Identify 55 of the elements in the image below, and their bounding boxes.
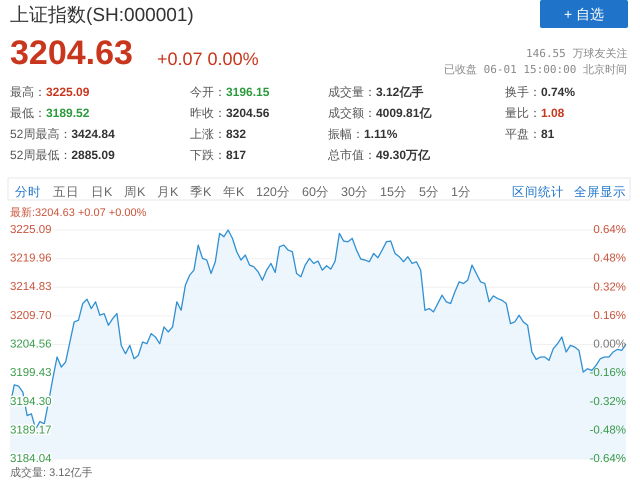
text: 总市值：49.30万亿: [328, 148, 430, 162]
text: 3204.63: [10, 34, 133, 73]
text: 52周最低：2885.09: [10, 148, 115, 162]
y-tick-label: 3204.56: [10, 338, 52, 351]
y-tick-label: 3184.04: [10, 453, 52, 465]
text: 区间统计: [512, 184, 564, 201]
text: 下跌：817: [190, 148, 246, 162]
text: 120分: [256, 184, 290, 201]
y2-tick-label: 0.16%: [593, 310, 626, 322]
text: 60分: [302, 184, 329, 201]
y2-tick-label: 0.00%: [593, 338, 626, 350]
text: 成交量: 3.12亿手: [10, 466, 93, 479]
chart-subtitle: 最新:3204.63 +0.07 +0.00%: [10, 206, 147, 219]
text: 成交量：3.12亿手: [328, 85, 424, 99]
text: 1分: [451, 184, 471, 201]
text: 成交额：4009.81亿: [328, 106, 432, 120]
text: 五日: [53, 184, 79, 201]
text: 昨收：3204.56: [190, 106, 270, 120]
y-tick-label: 3225.09: [10, 224, 52, 236]
y-tick-label: 3209.70: [10, 310, 52, 322]
text: 振幅：1.11%: [328, 127, 398, 141]
text: 分时: [15, 184, 41, 201]
text: 平盘：81: [505, 127, 554, 141]
y2-tick-label: 0.32%: [593, 281, 626, 294]
text: + 自选: [540, 0, 628, 28]
text: 30分: [341, 184, 368, 201]
y2-tick-label: -0.16%: [590, 367, 626, 380]
text: 今开：3196.15: [190, 85, 270, 99]
text: 季K: [190, 184, 212, 201]
y-tick-label: 3219.96: [10, 252, 52, 265]
y2-tick-label: 0.64%: [593, 224, 626, 236]
text: 最低：3189.52: [10, 106, 90, 120]
text: 5分: [419, 184, 439, 201]
text: 52周最高：3424.84: [10, 127, 115, 141]
y2-tick-label: -0.32%: [590, 396, 626, 408]
text: 年K: [223, 184, 244, 201]
y2-tick-label: 0.48%: [593, 252, 626, 265]
text: 日K: [91, 184, 112, 201]
text: 上涨：832: [190, 127, 246, 141]
text: 最高：3225.09: [10, 85, 90, 99]
text: 上证指数(SH:000001): [10, 4, 194, 28]
y2-tick-label: -0.64%: [590, 453, 626, 465]
text: 量比：1.08: [505, 106, 564, 120]
text: +0.07 0.00%: [157, 49, 259, 70]
y2-tick-label: -0.48%: [590, 424, 626, 436]
text: 146.55 万球友关注: [526, 46, 628, 61]
text: 周K: [124, 184, 146, 201]
y-tick-label: 3189.17: [10, 424, 52, 436]
y-tick-label: 3199.43: [10, 367, 52, 380]
text: 换手：0.74%: [505, 85, 576, 99]
text: 全屏显示: [574, 184, 626, 201]
text: 15分: [380, 184, 407, 201]
text: 已收盘 06-01 15:00:00 北京时间: [444, 62, 627, 77]
y-tick-label: 3214.83: [10, 281, 52, 294]
text: 月K: [157, 184, 178, 201]
